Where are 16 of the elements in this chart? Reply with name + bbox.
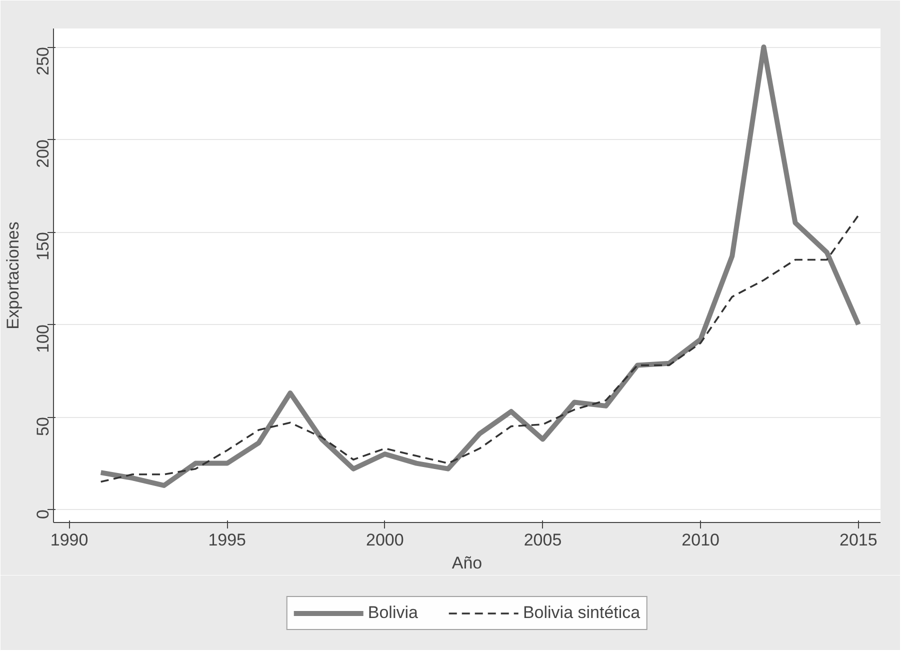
x-tick-label: 2000 [366,530,404,550]
y-axis-title: Exportaciones [4,222,22,330]
x-axis-title: Año [452,554,482,572]
legend-label: Bolivia sintética [522,602,640,622]
y-tick-label: 250 [34,46,52,76]
y-tick-label: 0 [34,510,52,520]
legend-label: Bolivia [368,602,418,622]
y-tick-label: 200 [34,140,52,168]
x-tick-label: 2010 [682,530,720,550]
x-tick-label: 1990 [50,530,88,550]
x-tick-label: 2015 [839,530,878,550]
y-tick-label: 100 [34,324,52,353]
y-tick-label: 150 [34,232,52,260]
y-tick-label: 50 [34,417,52,436]
x-tick-label: 2005 [524,530,562,550]
x-tick-label: 1995 [208,530,246,550]
